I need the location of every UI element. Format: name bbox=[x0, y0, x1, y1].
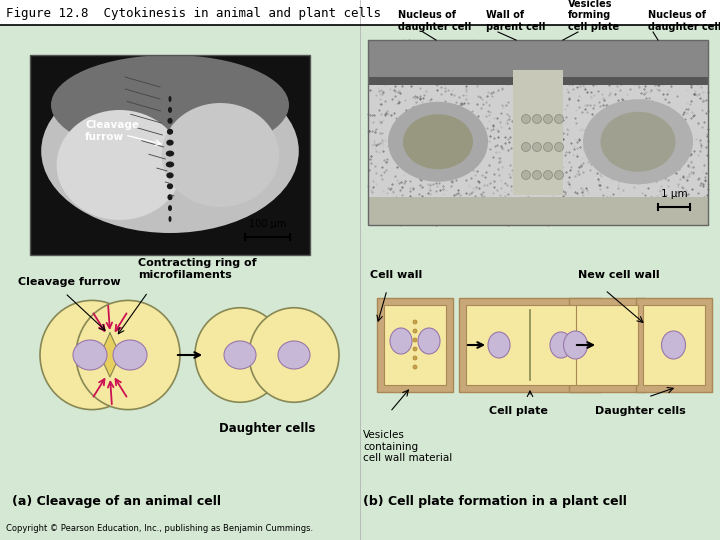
Text: Vesicles
containing
cell wall material: Vesicles containing cell wall material bbox=[363, 430, 452, 463]
Text: Figure 12.8  Cytokinesis in animal and plant cells: Figure 12.8 Cytokinesis in animal and pl… bbox=[6, 6, 381, 19]
Ellipse shape bbox=[113, 340, 147, 370]
Ellipse shape bbox=[544, 143, 552, 152]
Ellipse shape bbox=[41, 69, 299, 233]
Text: New cell wall: New cell wall bbox=[578, 270, 660, 280]
Ellipse shape bbox=[57, 110, 183, 220]
Ellipse shape bbox=[166, 161, 174, 167]
Ellipse shape bbox=[533, 114, 541, 124]
Ellipse shape bbox=[278, 341, 310, 369]
Ellipse shape bbox=[403, 114, 473, 169]
Ellipse shape bbox=[413, 329, 417, 333]
Ellipse shape bbox=[662, 331, 685, 359]
Ellipse shape bbox=[413, 347, 417, 351]
Text: (a) Cleavage of an animal cell: (a) Cleavage of an animal cell bbox=[12, 495, 221, 508]
Ellipse shape bbox=[168, 118, 173, 124]
Ellipse shape bbox=[554, 114, 564, 124]
Ellipse shape bbox=[544, 171, 552, 179]
Ellipse shape bbox=[521, 114, 531, 124]
Ellipse shape bbox=[554, 171, 564, 179]
Ellipse shape bbox=[168, 96, 171, 102]
Text: Cleavage
furrow: Cleavage furrow bbox=[85, 120, 139, 142]
Ellipse shape bbox=[564, 331, 588, 359]
Bar bbox=[513, 70, 563, 195]
Ellipse shape bbox=[167, 183, 173, 190]
Ellipse shape bbox=[40, 300, 144, 410]
Ellipse shape bbox=[544, 114, 552, 124]
Ellipse shape bbox=[166, 140, 174, 146]
Bar bbox=[377, 298, 453, 392]
Ellipse shape bbox=[168, 205, 172, 211]
Ellipse shape bbox=[413, 320, 417, 324]
Ellipse shape bbox=[554, 143, 564, 152]
Ellipse shape bbox=[413, 338, 417, 342]
Bar bbox=[30, 55, 310, 255]
Ellipse shape bbox=[418, 328, 440, 354]
Ellipse shape bbox=[224, 341, 256, 369]
Ellipse shape bbox=[533, 171, 541, 179]
Text: Wall of
parent cell: Wall of parent cell bbox=[486, 10, 546, 32]
Bar bbox=[459, 298, 601, 392]
Text: Nucleus of
daughter cell: Nucleus of daughter cell bbox=[648, 10, 720, 32]
Ellipse shape bbox=[413, 356, 417, 360]
Bar bbox=[368, 40, 708, 225]
Ellipse shape bbox=[521, 143, 531, 152]
Ellipse shape bbox=[521, 171, 531, 179]
Text: Daughter cells: Daughter cells bbox=[595, 406, 685, 416]
Bar bbox=[636, 298, 711, 392]
Bar bbox=[368, 197, 708, 225]
Ellipse shape bbox=[166, 151, 174, 157]
Bar bbox=[368, 77, 708, 85]
Text: Vesicles
forming
cell plate: Vesicles forming cell plate bbox=[568, 0, 619, 32]
Ellipse shape bbox=[51, 55, 289, 155]
Ellipse shape bbox=[195, 308, 285, 402]
Text: (b) Cell plate formation in a plant cell: (b) Cell plate formation in a plant cell bbox=[363, 495, 627, 508]
Bar bbox=[642, 305, 704, 385]
Bar bbox=[569, 298, 644, 392]
Text: Cell plate: Cell plate bbox=[489, 406, 547, 416]
Ellipse shape bbox=[390, 328, 412, 354]
Ellipse shape bbox=[166, 172, 174, 178]
Bar bbox=[368, 40, 708, 225]
Ellipse shape bbox=[533, 143, 541, 152]
Text: Copyright © Pearson Education, Inc., publishing as Benjamin Cummings.: Copyright © Pearson Education, Inc., pub… bbox=[6, 524, 313, 533]
Ellipse shape bbox=[73, 340, 107, 370]
Text: Nucleus of
daughter cell: Nucleus of daughter cell bbox=[398, 10, 472, 32]
Ellipse shape bbox=[583, 99, 693, 184]
Text: Daughter cells: Daughter cells bbox=[219, 422, 315, 435]
Bar bbox=[575, 305, 637, 385]
Ellipse shape bbox=[168, 216, 171, 222]
Text: Contracting ring of
microfilaments: Contracting ring of microfilaments bbox=[138, 259, 256, 280]
Ellipse shape bbox=[600, 112, 675, 172]
Bar bbox=[30, 55, 310, 255]
Bar bbox=[0, 0, 720, 25]
Text: Cell wall: Cell wall bbox=[370, 270, 422, 280]
Ellipse shape bbox=[388, 102, 488, 182]
Ellipse shape bbox=[167, 129, 173, 134]
Ellipse shape bbox=[550, 332, 572, 358]
Bar bbox=[384, 305, 446, 385]
Bar bbox=[466, 305, 594, 385]
Polygon shape bbox=[100, 333, 120, 377]
Bar bbox=[368, 40, 708, 80]
Text: 100 μm: 100 μm bbox=[249, 219, 286, 229]
Text: Cleavage furrow: Cleavage furrow bbox=[18, 277, 121, 287]
Ellipse shape bbox=[76, 300, 180, 410]
Ellipse shape bbox=[249, 308, 339, 402]
Ellipse shape bbox=[161, 103, 279, 207]
Ellipse shape bbox=[488, 332, 510, 358]
Text: 1 μm: 1 μm bbox=[661, 189, 688, 199]
Ellipse shape bbox=[168, 194, 173, 200]
Ellipse shape bbox=[168, 107, 172, 113]
Ellipse shape bbox=[413, 365, 417, 369]
